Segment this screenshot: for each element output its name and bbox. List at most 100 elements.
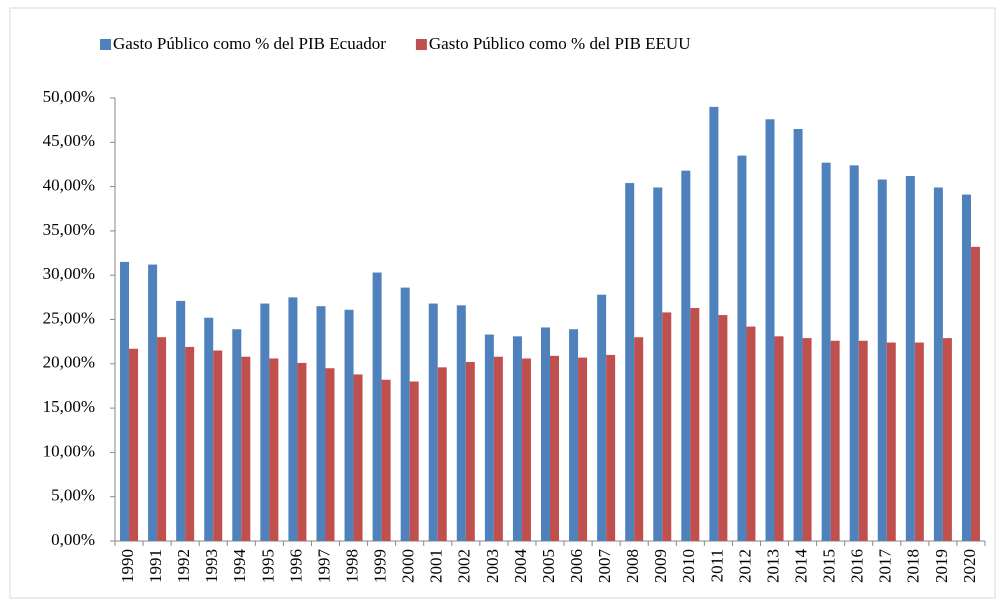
bar	[933, 187, 943, 541]
x-tick-label: 2007	[595, 549, 614, 584]
bar	[849, 165, 859, 541]
bar	[213, 350, 223, 541]
legend-swatch	[100, 39, 111, 50]
bar	[765, 119, 775, 541]
y-tick-label: 35,00%	[43, 220, 95, 239]
bar	[465, 362, 475, 541]
x-tick-label: 2017	[876, 549, 895, 584]
bar	[830, 340, 840, 541]
bar	[316, 306, 326, 541]
bar	[129, 348, 139, 541]
x-tick-label: 2009	[651, 549, 670, 583]
x-tick-label: 1994	[230, 549, 249, 584]
bar	[409, 381, 419, 541]
y-tick-label: 5,00%	[51, 486, 95, 505]
bar	[821, 162, 831, 542]
x-tick-label: 2002	[455, 549, 474, 583]
bar	[204, 317, 214, 541]
bar	[877, 179, 887, 541]
bar	[961, 194, 971, 541]
bar	[400, 287, 410, 541]
bar	[484, 334, 494, 541]
x-tick-label: 2010	[679, 549, 698, 583]
y-tick-label: 50,00%	[43, 87, 95, 106]
x-tick-label: 2013	[763, 549, 782, 583]
bar	[737, 155, 747, 541]
bar	[381, 379, 391, 541]
x-tick-label: 2000	[399, 549, 418, 583]
bar	[176, 300, 186, 541]
bar	[428, 303, 438, 541]
x-tick-label: 1999	[371, 549, 390, 583]
y-tick-label: 20,00%	[43, 353, 95, 372]
x-tick-label: 1990	[118, 549, 137, 583]
x-tick-label: 1998	[342, 549, 361, 583]
bar	[456, 305, 466, 541]
bar	[148, 264, 158, 541]
bar	[288, 297, 298, 541]
bar	[793, 129, 803, 541]
x-tick-label: 2006	[567, 549, 586, 583]
x-tick-label: 2016	[848, 549, 867, 583]
y-tick-label: 10,00%	[43, 441, 95, 460]
bar	[597, 294, 607, 541]
bar	[578, 357, 588, 541]
bar	[746, 326, 756, 541]
x-tick-label: 1992	[174, 549, 193, 583]
bar	[297, 362, 307, 541]
bar	[914, 342, 924, 541]
bar	[372, 272, 382, 541]
x-tick-label: 2012	[735, 549, 754, 583]
bar	[157, 337, 167, 541]
bar	[521, 358, 531, 541]
x-tick-label: 2008	[623, 549, 642, 583]
bar	[325, 368, 335, 541]
x-tick-label: 2014	[791, 549, 810, 584]
x-tick-label: 1997	[314, 549, 333, 584]
bar	[232, 329, 242, 541]
bar	[662, 312, 672, 541]
y-tick-label: 0,00%	[51, 530, 95, 549]
bar	[690, 307, 700, 541]
x-tick-label: 2001	[427, 549, 446, 583]
bar	[774, 336, 784, 541]
bar	[942, 338, 952, 541]
bar	[512, 336, 522, 541]
bar	[634, 337, 644, 541]
x-tick-label: 1996	[286, 549, 305, 583]
bar	[606, 354, 616, 541]
bar	[120, 261, 130, 541]
bar	[802, 338, 812, 541]
bar	[269, 358, 279, 541]
x-tick-label: 1991	[146, 549, 165, 583]
bar	[353, 374, 363, 541]
x-tick-label: 2004	[511, 549, 530, 584]
x-tick-label: 2020	[960, 549, 979, 583]
x-tick-label: 2003	[483, 549, 502, 583]
y-tick-label: 15,00%	[43, 397, 95, 416]
bar	[709, 106, 719, 542]
bar	[550, 355, 559, 541]
bar	[437, 367, 447, 541]
x-tick-label: 2011	[707, 549, 726, 582]
legend-label: Gasto Público como % del PIB EEUU	[429, 34, 691, 53]
x-tick-label: 2019	[932, 549, 951, 583]
y-tick-label: 40,00%	[43, 176, 95, 195]
bar	[970, 246, 980, 541]
bar	[718, 315, 728, 541]
bar	[493, 356, 503, 541]
bar	[681, 170, 691, 542]
bar	[886, 342, 896, 541]
bar	[569, 329, 579, 541]
x-tick-label: 2018	[904, 549, 923, 583]
bar	[653, 187, 663, 541]
legend-label: Gasto Público como % del PIB Ecuador	[113, 34, 386, 53]
bar	[905, 175, 915, 541]
bar	[625, 183, 635, 541]
bar	[858, 340, 868, 541]
bar	[185, 346, 195, 541]
bar	[541, 327, 550, 541]
x-tick-label: 2015	[820, 549, 839, 583]
x-tick-label: 1995	[258, 549, 277, 583]
